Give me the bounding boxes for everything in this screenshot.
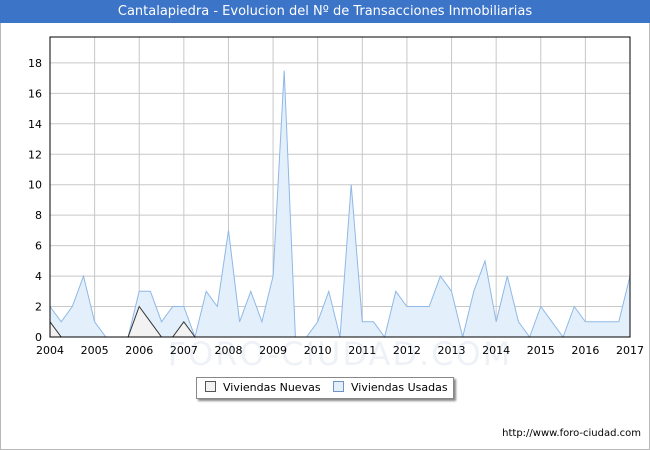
x-tick-label: 2004 bbox=[36, 344, 64, 357]
y-tick-label: 10 bbox=[28, 179, 42, 192]
y-tick-label: 18 bbox=[28, 57, 42, 70]
legend-label-nuevas: Viviendas Nuevas bbox=[223, 381, 321, 394]
x-tick-label: 2010 bbox=[304, 344, 332, 357]
x-tick-label: 2016 bbox=[571, 344, 599, 357]
y-tick-label: 16 bbox=[28, 87, 42, 100]
x-tick-label: 2009 bbox=[259, 344, 287, 357]
legend-item-nuevas: Viviendas Nuevas bbox=[205, 381, 321, 395]
x-tick-label: 2007 bbox=[170, 344, 198, 357]
legend: Viviendas Nuevas Viviendas Usadas bbox=[196, 377, 454, 399]
chart-svg: FORO-CIUDAD.COM 0 2 4 6 8 10 12 14 16 18 2004 2005 2… bbox=[28, 36, 644, 373]
legend-swatch-usadas bbox=[333, 381, 344, 392]
x-tick-label: 2011 bbox=[348, 344, 376, 357]
y-tick-label: 8 bbox=[35, 209, 42, 222]
y-tick-label: 2 bbox=[35, 301, 42, 314]
legend-label-usadas: Viviendas Usadas bbox=[351, 381, 448, 394]
legend-item-usadas: Viviendas Usadas bbox=[333, 381, 448, 395]
legend-swatch-nuevas bbox=[205, 381, 216, 392]
series-usadas-area bbox=[50, 70, 630, 337]
footer-url: http://www.foro-ciudad.com bbox=[502, 428, 641, 439]
x-tick-label: 2006 bbox=[125, 344, 153, 357]
x-tick-label: 2008 bbox=[214, 344, 242, 357]
plot-border bbox=[49, 36, 631, 338]
y-tick-label: 14 bbox=[28, 118, 42, 131]
y-tick-label: 12 bbox=[28, 148, 42, 161]
y-tick-label: 6 bbox=[35, 240, 42, 253]
y-tick-label: 4 bbox=[35, 270, 42, 283]
chart-title: Cantalapiedra - Evolucion del Nº de Tran… bbox=[0, 0, 650, 23]
plot-area bbox=[50, 37, 630, 337]
x-tick-label: 2005 bbox=[81, 344, 109, 357]
x-tick-label: 2013 bbox=[438, 344, 466, 357]
x-tick-label: 2012 bbox=[393, 344, 421, 357]
y-tick-label: 0 bbox=[35, 331, 42, 344]
series-nuevas-area bbox=[50, 306, 195, 337]
x-tick-label: 2015 bbox=[527, 344, 555, 357]
x-tick-label: 2014 bbox=[482, 344, 510, 357]
x-tick-label: 2017 bbox=[616, 344, 644, 357]
watermark: FORO-CIUDAD.COM bbox=[168, 335, 513, 373]
